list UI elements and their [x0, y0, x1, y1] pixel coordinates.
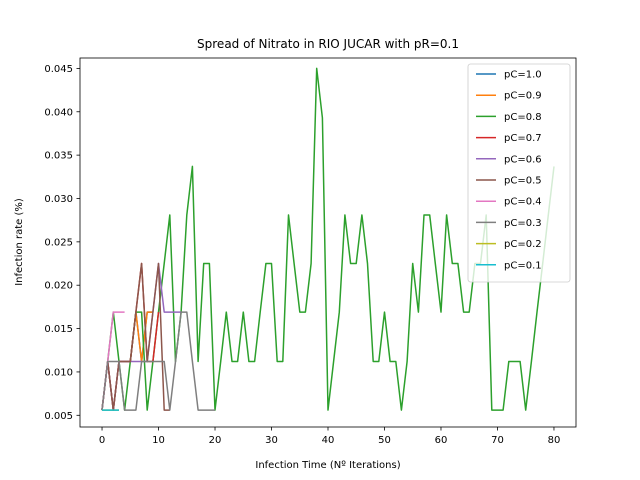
x-tick-label-7: 70 — [491, 435, 504, 446]
x-axis-label: Infection Time (Nº Iterations) — [255, 460, 400, 471]
legend-label-4: pC=0.6 — [504, 154, 542, 165]
legend-label-8: pC=0.2 — [504, 239, 542, 250]
y-tick-label-3: 0.020 — [44, 281, 73, 292]
legend-label-9: pC=0.1 — [504, 260, 542, 271]
legend-label-7: pC=0.3 — [504, 218, 542, 229]
y-tick-label-5: 0.030 — [44, 194, 73, 205]
legend: pC=1.0 pC=0.9 pC=0.8 pC=0.7 pC=0.6 pC=0.5 pC=0… — [467, 63, 571, 283]
y-tick-label-4: 0.025 — [44, 237, 73, 248]
y-tick-label-6: 0.035 — [44, 151, 73, 162]
y-axis: 0.005 0.010 0.015 0.020 0.025 0.030 0.035 0.040… — [44, 64, 80, 422]
y-tick-label-0: 0.005 — [44, 411, 73, 422]
chart-title: Spread of Nitrato in RIO JUCAR with pR=0… — [197, 37, 459, 51]
y-axis-label: Infection rate (%) — [14, 198, 25, 286]
x-tick-label-2: 20 — [209, 435, 222, 446]
legend-label-0: pC=1.0 — [504, 70, 542, 81]
legend-label-3: pC=0.7 — [504, 133, 542, 144]
x-tick-label-8: 80 — [548, 435, 561, 446]
x-axis: 0 10 20 30 40 50 60 70 80 — [99, 427, 560, 446]
x-tick-label-3: 30 — [265, 435, 278, 446]
x-tick-label-5: 50 — [378, 435, 391, 446]
x-tick-label-4: 40 — [322, 435, 335, 446]
y-tick-label-2: 0.015 — [44, 324, 73, 335]
y-tick-label-8: 0.045 — [44, 64, 73, 75]
legend-label-6: pC=0.4 — [504, 197, 542, 208]
y-tick-label-1: 0.010 — [44, 367, 73, 378]
y-tick-label-7: 0.040 — [44, 107, 73, 118]
x-tick-label-0: 0 — [99, 435, 105, 446]
legend-box — [467, 63, 571, 283]
series-line-7 — [101, 311, 215, 411]
legend-label-5: pC=0.5 — [504, 176, 542, 187]
x-tick-label-6: 60 — [435, 435, 448, 446]
legend-label-2: pC=0.8 — [504, 112, 542, 123]
legend-label-1: pC=0.9 — [504, 91, 542, 102]
x-tick-label-1: 10 — [152, 435, 165, 446]
